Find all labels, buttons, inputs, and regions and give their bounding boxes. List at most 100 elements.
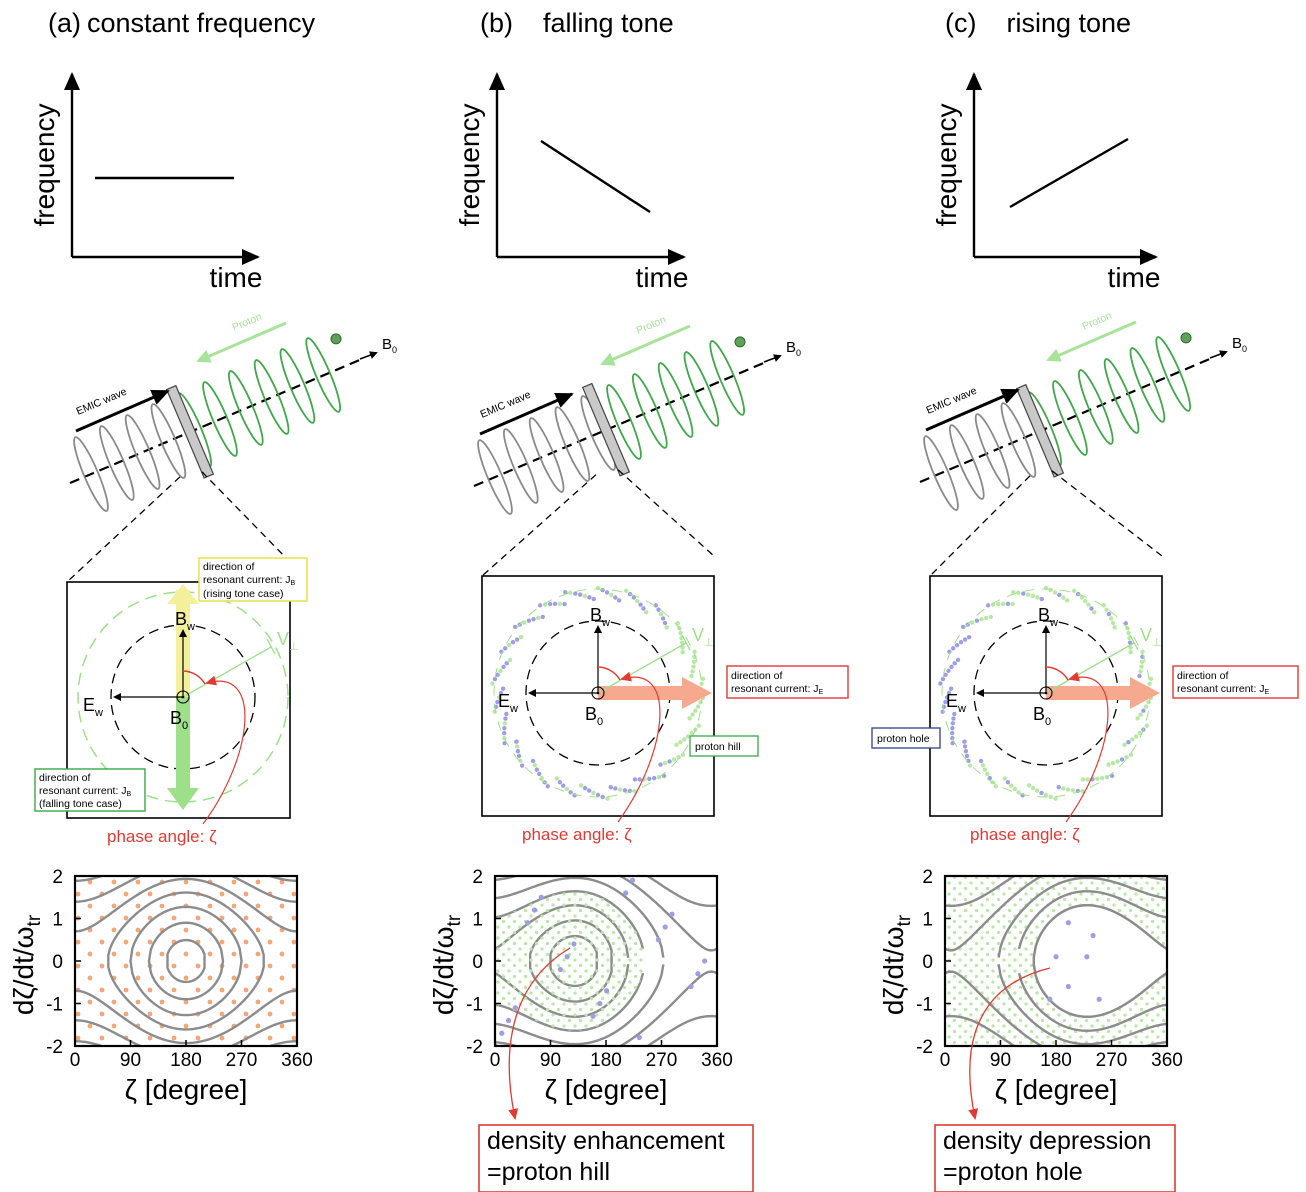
ring-particle [958,640,964,645]
density-box: density enhancement =proton hill [478,1124,754,1192]
phase-pointer [617,671,661,823]
phase-particle [1065,920,1071,926]
ring-particle [510,640,516,645]
ring-particle [1039,790,1044,796]
bw-label: Bw [590,605,610,629]
phase-particle [505,1017,512,1024]
ring-particle [504,661,509,666]
x-tick-label: 270 [226,1050,258,1071]
ring-particle [495,672,500,677]
emic-wave-arrow [75,389,170,433]
ring-particle [1144,723,1150,728]
ring-particle [492,709,497,714]
ring-particle [1106,611,1112,617]
phase-particle [1065,983,1071,990]
helix-coil-gray [98,425,135,501]
helix-coil-gray [528,417,565,493]
ring-particle [1104,607,1109,612]
trajectory-contour [945,876,1017,908]
ring-particle [622,788,628,793]
x-axis-label: ζ [degree] [995,1074,1118,1105]
b0-center-label: B0 [585,704,603,728]
freq-ylabel: frequency [454,104,485,227]
phase-angle-label: phase angle: ζ [522,825,632,844]
trajectory-contour [1017,972,1167,1032]
y-tick-label: -1 [466,995,483,1016]
resonance-plate [1015,383,1065,478]
freq-ylabel: frequency [29,104,60,227]
ring-particle [962,739,967,744]
ring-particle [561,783,566,788]
y-tick-label: 2 [472,867,483,888]
ring-particle [1009,783,1014,788]
phase-particle [1090,932,1096,939]
b0-center-icon [1039,686,1053,700]
trajectory-contour [75,876,297,903]
phase-space-plot: 0 90 180 270 360 2 1 0 -1 -2 ζ [degree] dζ/dt/ωtr [428,867,733,1105]
ring-particle [700,676,706,681]
phase-arc [1045,666,1069,681]
x-tick-label: 360 [701,1050,733,1071]
phase-particle [571,941,577,947]
current-box-line2: resonant current: JB [203,574,296,587]
ring-particle [1122,742,1127,747]
ring-particle [503,716,508,721]
density-box-line1: density depression [943,1127,1151,1155]
ring-particle [595,585,601,591]
ring-particle [662,620,668,626]
phase-particle [538,894,544,900]
ring-particle [952,711,957,717]
ring-particle [557,779,563,785]
ring-particle [967,763,973,768]
phase-particle [525,920,531,926]
ring-particle [492,676,498,682]
ring-particle [693,708,698,713]
ring-particle [1052,590,1058,595]
y-tick-label: 0 [922,952,933,973]
ring-particle [641,606,646,611]
ring-particle [557,601,563,607]
ring-particle [502,721,507,726]
ring-particle [534,767,540,772]
proton-label: Proton [1080,310,1113,333]
ring-particle [691,664,696,669]
ring-particle [507,657,513,663]
phase-particle [636,1034,642,1041]
ring-particle [1092,610,1097,615]
ring-particle [1128,650,1133,655]
ring-particle [1016,590,1021,595]
ring-particle [951,646,956,651]
helix-coil-green [227,370,264,446]
phase-particle [688,983,694,990]
helix-coil-green [683,351,720,427]
ring-particle [1080,777,1086,782]
side-label: proton hill [695,741,741,753]
phase-particle [1084,954,1090,960]
phase-particle [1047,996,1053,1002]
panel-a: (a) constant frequency frequency time B0EMIC… [8,8,397,1105]
ring-particle [1130,737,1135,742]
bw-label: Bw [175,609,195,633]
helix-coil-green [202,381,238,457]
trajectory-contour [75,877,297,933]
ring-particle [678,740,683,745]
ring-particle [1005,779,1011,785]
b0-label: B0 [786,339,801,358]
ring-particle [1064,598,1070,603]
ring-particle [526,618,532,623]
current-box-line2: resonant current: JE [1177,683,1270,696]
x-tick-label: 0 [940,1050,951,1071]
phase-particle [695,971,701,977]
ring-particle [542,602,548,607]
density-box: density depression =proton hole [934,1124,1176,1192]
b0-arrow [1209,350,1228,359]
ring-particle [490,681,495,686]
ring-particle [1039,596,1044,602]
proton-arrow [196,321,287,363]
ring-particle [1000,601,1006,607]
y-axis-label: dζ/dt/ωtr [428,914,465,1015]
ring-particle [1079,595,1085,600]
